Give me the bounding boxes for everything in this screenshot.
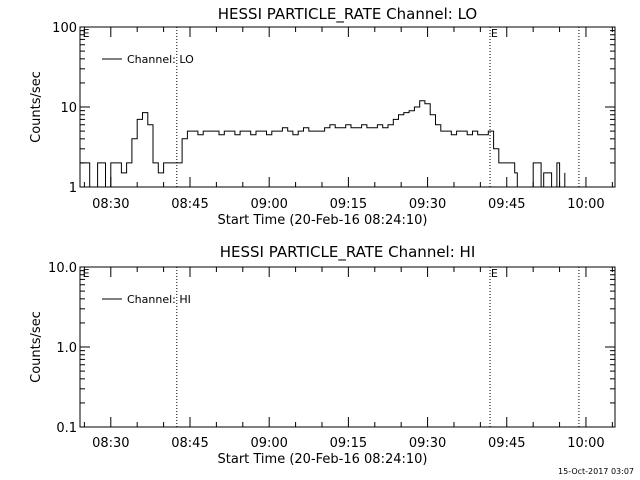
x-tick-label: 09:30: [409, 436, 446, 451]
legend-label: Channel: HI: [127, 293, 191, 306]
x-axis-label: Start Time (20-Feb-16 08:24:10): [218, 213, 428, 228]
y-tick-label: 0.1: [56, 421, 77, 436]
chart-panel-2: HESSI PARTICLE_RATE Channel: HI 0.1 1.0 10.…: [29, 243, 616, 467]
x-tick-label: 09:00: [250, 436, 287, 451]
x-tick-label: 09:45: [488, 436, 525, 451]
y-tick-label: 1.0: [56, 341, 77, 356]
y-tick-label: 1: [69, 181, 77, 196]
x-axis-label: Start Time (20-Feb-16 08:24:10): [218, 452, 428, 467]
y-tick-label: 10.0: [48, 261, 77, 276]
x-tick-label: 08:45: [171, 197, 208, 212]
x-tick-label: 08:30: [92, 436, 129, 451]
y-axis-label: Counts/sec: [29, 71, 44, 143]
event-marker-label: E: [491, 27, 498, 40]
x-tick-label: 09:45: [488, 197, 525, 212]
chart-title: HESSI PARTICLE_RATE Channel: LO: [218, 5, 477, 24]
y-axis-label: Counts/sec: [29, 311, 44, 383]
event-marker-label: E: [83, 27, 90, 40]
event-marker-label: E: [491, 267, 498, 280]
x-tick-label: 09:30: [409, 197, 446, 212]
x-tick-label: 08:45: [171, 436, 208, 451]
x-tick-label: 09:15: [330, 436, 367, 451]
y-tick-label: 100: [52, 21, 77, 36]
x-tick-label: 10:00: [567, 197, 604, 212]
x-tick-label: 09:00: [250, 197, 287, 212]
plot-frame: [79, 266, 616, 428]
series-line: [80, 100, 566, 188]
x-tick-label: 08:30: [92, 197, 129, 212]
y-tick-label: 10: [60, 101, 77, 116]
x-tick-label: 10:00: [567, 436, 604, 451]
print-timestamp: 15-Oct-2017 03:07: [558, 467, 634, 476]
chart-panel-1: HESSI PARTICLE_RATE Channel: LO 1 10 100 08:…: [29, 5, 616, 228]
chart-title: HESSI PARTICLE_RATE Channel: HI: [220, 243, 476, 262]
x-tick-label: 09:15: [330, 197, 367, 212]
legend-label: Channel: LO: [127, 53, 194, 66]
event-marker-label: E: [83, 267, 90, 280]
